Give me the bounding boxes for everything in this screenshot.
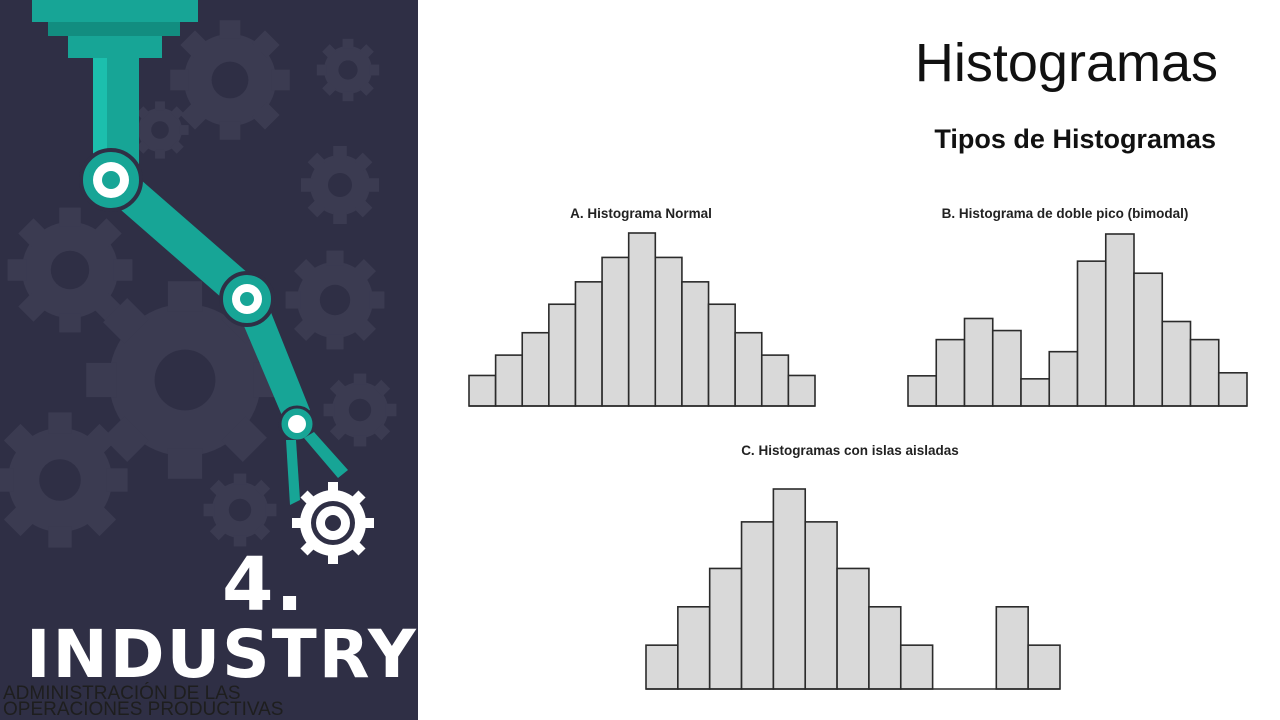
chart-b-bar-1 xyxy=(907,375,938,407)
slide-title: Histogramas xyxy=(914,33,1218,93)
industry-word: INDUSTRY xyxy=(26,616,418,693)
chart-c-bar-8 xyxy=(868,606,902,690)
course-footer-line2: OPERACIONES PRODUCTIVAS xyxy=(3,699,284,720)
chart-a-bar-10 xyxy=(707,303,736,407)
robot-arm-icon xyxy=(32,0,348,505)
chart-c-bar-6 xyxy=(804,521,838,690)
chart-c-bar-5 xyxy=(772,488,807,690)
slide-subtitle: Tipos de Histogramas xyxy=(934,124,1216,154)
chart-c-histogram-islands xyxy=(645,488,1061,690)
chart-b-bar-4 xyxy=(991,329,1022,407)
chart-a-bar-2 xyxy=(494,354,524,407)
chart-b-title: B. Histograma de doble pico (bimodal) xyxy=(941,206,1189,221)
chart-a-histogram-normal xyxy=(468,232,816,407)
industry-number: 4. xyxy=(222,542,306,628)
chart-b-bar-5 xyxy=(1020,378,1051,407)
chart-b-bar-8 xyxy=(1104,233,1135,407)
chart-c-title: C. Histogramas con islas aisladas xyxy=(741,443,959,458)
chart-b-bar-6 xyxy=(1048,350,1079,407)
chart-a-bar-11 xyxy=(734,331,763,407)
chart-b-bar-12 xyxy=(1217,372,1248,407)
chart-a-bar-12 xyxy=(760,354,790,407)
held-gear-icon xyxy=(292,482,374,564)
chart-a-bar-4 xyxy=(548,303,577,407)
chart-a-bar-1 xyxy=(468,374,497,407)
chart-a-bar-13 xyxy=(787,374,816,407)
chart-b-bar-7 xyxy=(1076,260,1107,407)
chart-b-bar-9 xyxy=(1133,272,1164,407)
chart-a-bar-7 xyxy=(627,232,657,407)
chart-c-bar-2 xyxy=(677,606,711,690)
chart-a-bar-8 xyxy=(654,256,683,407)
industry-illustration xyxy=(0,0,397,564)
course-footer-line1: ADMINISTRACIÓN DE LAS xyxy=(3,683,241,704)
chart-b-histogram-bimodal xyxy=(907,233,1248,407)
chart-c-bar-4 xyxy=(740,521,775,690)
chart-c-bar-12 xyxy=(995,606,1029,690)
chart-a-bar-6 xyxy=(601,256,630,407)
chart-b-bar-11 xyxy=(1189,338,1220,407)
chart-a-bar-9 xyxy=(681,281,710,407)
chart-b-bar-3 xyxy=(963,317,994,407)
chart-c-bar-1 xyxy=(645,644,679,690)
chart-a-bar-3 xyxy=(521,331,550,407)
course-footer: ADMINISTRACIÓN DE LAS OPERACIONES PRODUC… xyxy=(3,683,418,720)
chart-a-title: A. Histograma Normal xyxy=(570,206,712,221)
chart-b-bar-2 xyxy=(935,338,966,407)
chart-a-bar-5 xyxy=(574,281,603,407)
chart-c-bar-13 xyxy=(1027,644,1061,690)
left-panel: 4. INDUSTRY xyxy=(0,0,418,720)
chart-c-bar-3 xyxy=(708,567,743,690)
chart-b-bar-10 xyxy=(1161,320,1192,407)
chart-c-bar-7 xyxy=(836,567,870,690)
chart-c-bar-9 xyxy=(899,644,934,690)
